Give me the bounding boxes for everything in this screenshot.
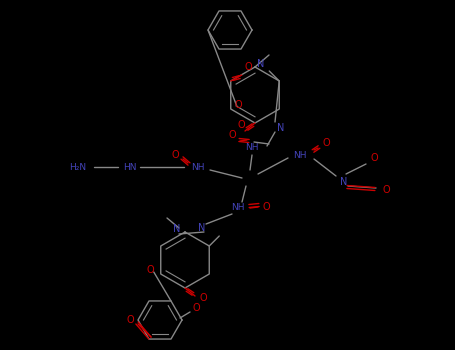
- Text: NH: NH: [231, 203, 245, 212]
- Text: O: O: [370, 153, 378, 163]
- Text: HN: HN: [123, 162, 137, 172]
- Text: O: O: [171, 150, 179, 160]
- Text: O: O: [228, 130, 236, 140]
- Text: NH: NH: [293, 150, 307, 160]
- Text: N: N: [258, 59, 265, 69]
- Text: O: O: [262, 202, 270, 212]
- Text: O: O: [322, 138, 330, 148]
- Text: N: N: [173, 224, 181, 234]
- Text: O: O: [199, 293, 207, 303]
- Text: N: N: [277, 123, 285, 133]
- Text: O: O: [235, 100, 243, 110]
- Text: O: O: [192, 303, 200, 313]
- Text: O: O: [245, 62, 253, 72]
- Text: N: N: [198, 223, 206, 233]
- Text: O: O: [237, 120, 245, 130]
- Text: O: O: [382, 185, 390, 195]
- Text: NH: NH: [245, 144, 259, 153]
- Text: N: N: [340, 177, 348, 187]
- Text: O: O: [126, 315, 134, 325]
- Text: H₂N: H₂N: [70, 162, 86, 172]
- Text: NH: NH: [191, 162, 205, 172]
- Text: O: O: [147, 265, 155, 275]
